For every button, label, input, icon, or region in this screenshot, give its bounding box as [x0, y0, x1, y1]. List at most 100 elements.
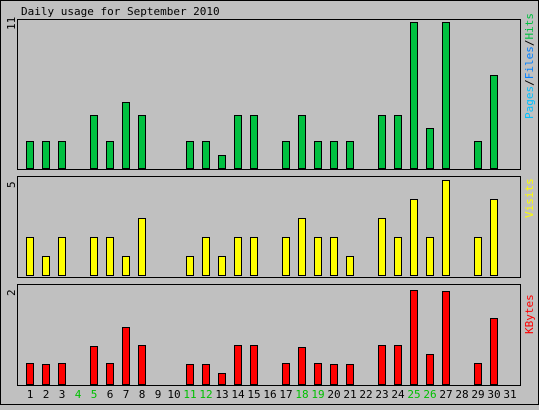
hits-bar-day-2: [42, 141, 50, 169]
kbytes-bar-day-6: [106, 363, 114, 385]
visits-bar-day-12: [202, 237, 210, 276]
kbytes-bar-day-23: [378, 345, 386, 385]
legend-slash-2: /: [523, 40, 536, 47]
hits-bar-day-17: [282, 141, 290, 169]
legend-kbytes: KBytes: [523, 294, 536, 334]
kbytes-bar-day-26: [426, 354, 434, 385]
visits-bar-day-17: [282, 237, 290, 276]
hits-bar-day-20: [330, 141, 338, 169]
hits-bar-day-11: [186, 141, 194, 169]
kbytes-bar-day-30: [490, 318, 498, 385]
hits-legend: Pages/Files/Hits: [523, 13, 536, 119]
hits-bar-day-25: [410, 22, 418, 169]
legend-pages: Pages: [523, 86, 536, 119]
hits-bar-day-23: [378, 115, 386, 169]
bars-layer: [26, 22, 498, 385]
visits-bar-day-15: [250, 237, 258, 276]
kbytes-bar-day-8: [138, 345, 146, 385]
hits-panel-frame: [17, 19, 521, 170]
x-tick-label-6: 6: [107, 388, 114, 401]
hits-bar-day-6: [106, 141, 114, 169]
x-tick-label-26: 26: [423, 388, 436, 401]
x-tick-label-14: 14: [231, 388, 245, 401]
visits-bar-day-6: [106, 237, 114, 276]
hits-bar-day-7: [122, 102, 130, 169]
x-tick-label-1: 1: [27, 388, 34, 401]
hits-ymax-label: 11: [5, 17, 18, 30]
hits-bar-day-5: [90, 115, 98, 169]
kbytes-bar-day-24: [394, 345, 402, 385]
kbytes-bar-day-27: [442, 291, 450, 385]
visits-bar-day-24: [394, 237, 402, 276]
visits-bar-day-1: [26, 237, 34, 276]
kbytes-bar-day-1: [26, 363, 34, 385]
visits-bar-day-13: [218, 256, 226, 276]
x-tick-label-9: 9: [155, 388, 162, 401]
visits-bar-day-3: [58, 237, 66, 276]
x-tick-label-18: 18: [295, 388, 308, 401]
visits-bar-day-7: [122, 256, 130, 276]
hits-bar-day-24: [394, 115, 402, 169]
x-tick-label-29: 29: [471, 388, 484, 401]
kbytes-bar-day-18: [298, 347, 306, 385]
hits-bar-day-12: [202, 141, 210, 169]
visits-bar-day-26: [426, 237, 434, 276]
hits-bar-day-14: [234, 115, 242, 169]
x-tick-label-7: 7: [123, 388, 130, 401]
x-tick-label-25: 25: [407, 388, 420, 401]
hits-bar-day-29: [474, 141, 482, 169]
visits-bar-day-5: [90, 237, 98, 276]
hits-bar-day-19: [314, 141, 322, 169]
x-axis-labels: 1 2 3 4 5 6 7 8 9 10 11 12 13 14 15 16 17 18 19 20 21 22 23 24 2…: [27, 388, 517, 401]
x-tick-label-28: 28: [455, 388, 468, 401]
x-tick-label-23: 23: [375, 388, 388, 401]
kbytes-bar-day-14: [234, 345, 242, 385]
x-tick-label-22: 22: [359, 388, 372, 401]
x-tick-label-5: 5: [91, 388, 98, 401]
hits-bar-day-18: [298, 115, 306, 169]
kbytes-bar-day-7: [122, 327, 130, 385]
hits-bar-day-27: [442, 22, 450, 169]
kbytes-bar-day-2: [42, 364, 50, 385]
hits-bar-day-21: [346, 141, 354, 169]
x-tick-label-4: 4: [75, 388, 82, 401]
x-tick-label-21: 21: [343, 388, 356, 401]
x-tick-label-10: 10: [167, 388, 180, 401]
legend-files: Files: [523, 46, 536, 79]
x-tick-label-15: 15: [247, 388, 260, 401]
hits-bar-day-8: [138, 115, 146, 169]
kbytes-bar-day-20: [330, 364, 338, 385]
kbytes-bar-day-13: [218, 373, 226, 385]
kbytes-bar-day-29: [474, 363, 482, 385]
visits-bar-day-23: [378, 218, 386, 276]
x-tick-label-3: 3: [59, 388, 66, 401]
hits-bar-day-26: [426, 128, 434, 169]
legend-hits: Hits: [523, 13, 536, 40]
x-tick-label-24: 24: [391, 388, 405, 401]
kbytes-ymax-label: 2: [5, 289, 18, 296]
visits-bar-day-18: [298, 218, 306, 276]
x-tick-label-17: 17: [279, 388, 292, 401]
legend-visits: Visits: [523, 178, 536, 218]
x-tick-label-30: 30: [487, 388, 500, 401]
kbytes-bar-day-17: [282, 363, 290, 385]
hits-bar-day-13: [218, 155, 226, 169]
kbytes-bar-day-5: [90, 346, 98, 385]
visits-bar-day-8: [138, 218, 146, 276]
x-tick-label-20: 20: [327, 388, 340, 401]
x-tick-label-8: 8: [139, 388, 146, 401]
kbytes-bar-day-25: [410, 290, 418, 385]
x-tick-label-11: 11: [183, 388, 196, 401]
kbytes-bar-day-21: [346, 364, 354, 385]
visits-bar-day-25: [410, 199, 418, 276]
x-tick-label-12: 12: [199, 388, 212, 401]
x-tick-label-19: 19: [311, 388, 324, 401]
visits-bar-day-21: [346, 256, 354, 276]
visits-bar-day-20: [330, 237, 338, 276]
chart-title: Daily usage for September 2010: [21, 5, 220, 18]
visits-bar-day-11: [186, 256, 194, 276]
hits-bar-day-1: [26, 141, 34, 169]
